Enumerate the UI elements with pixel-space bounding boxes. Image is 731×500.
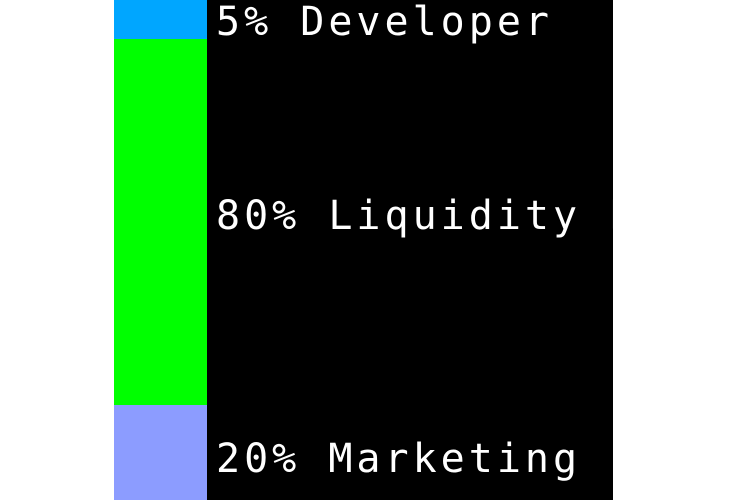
segment-marketing (114, 405, 207, 500)
right-margin (648, 0, 731, 500)
label-developer: 5% Developer (216, 0, 553, 45)
allocation-chart: 5% Developer 80% Liquidity Pool 20% Mark… (114, 0, 717, 500)
segment-liquidity-pool (114, 39, 207, 405)
stacked-bar (114, 0, 207, 500)
label-marketing: 20% Marketing (216, 436, 582, 482)
segment-developer (114, 0, 207, 39)
label-liquidity-pool: 80% Liquidity Pool (216, 193, 722, 239)
